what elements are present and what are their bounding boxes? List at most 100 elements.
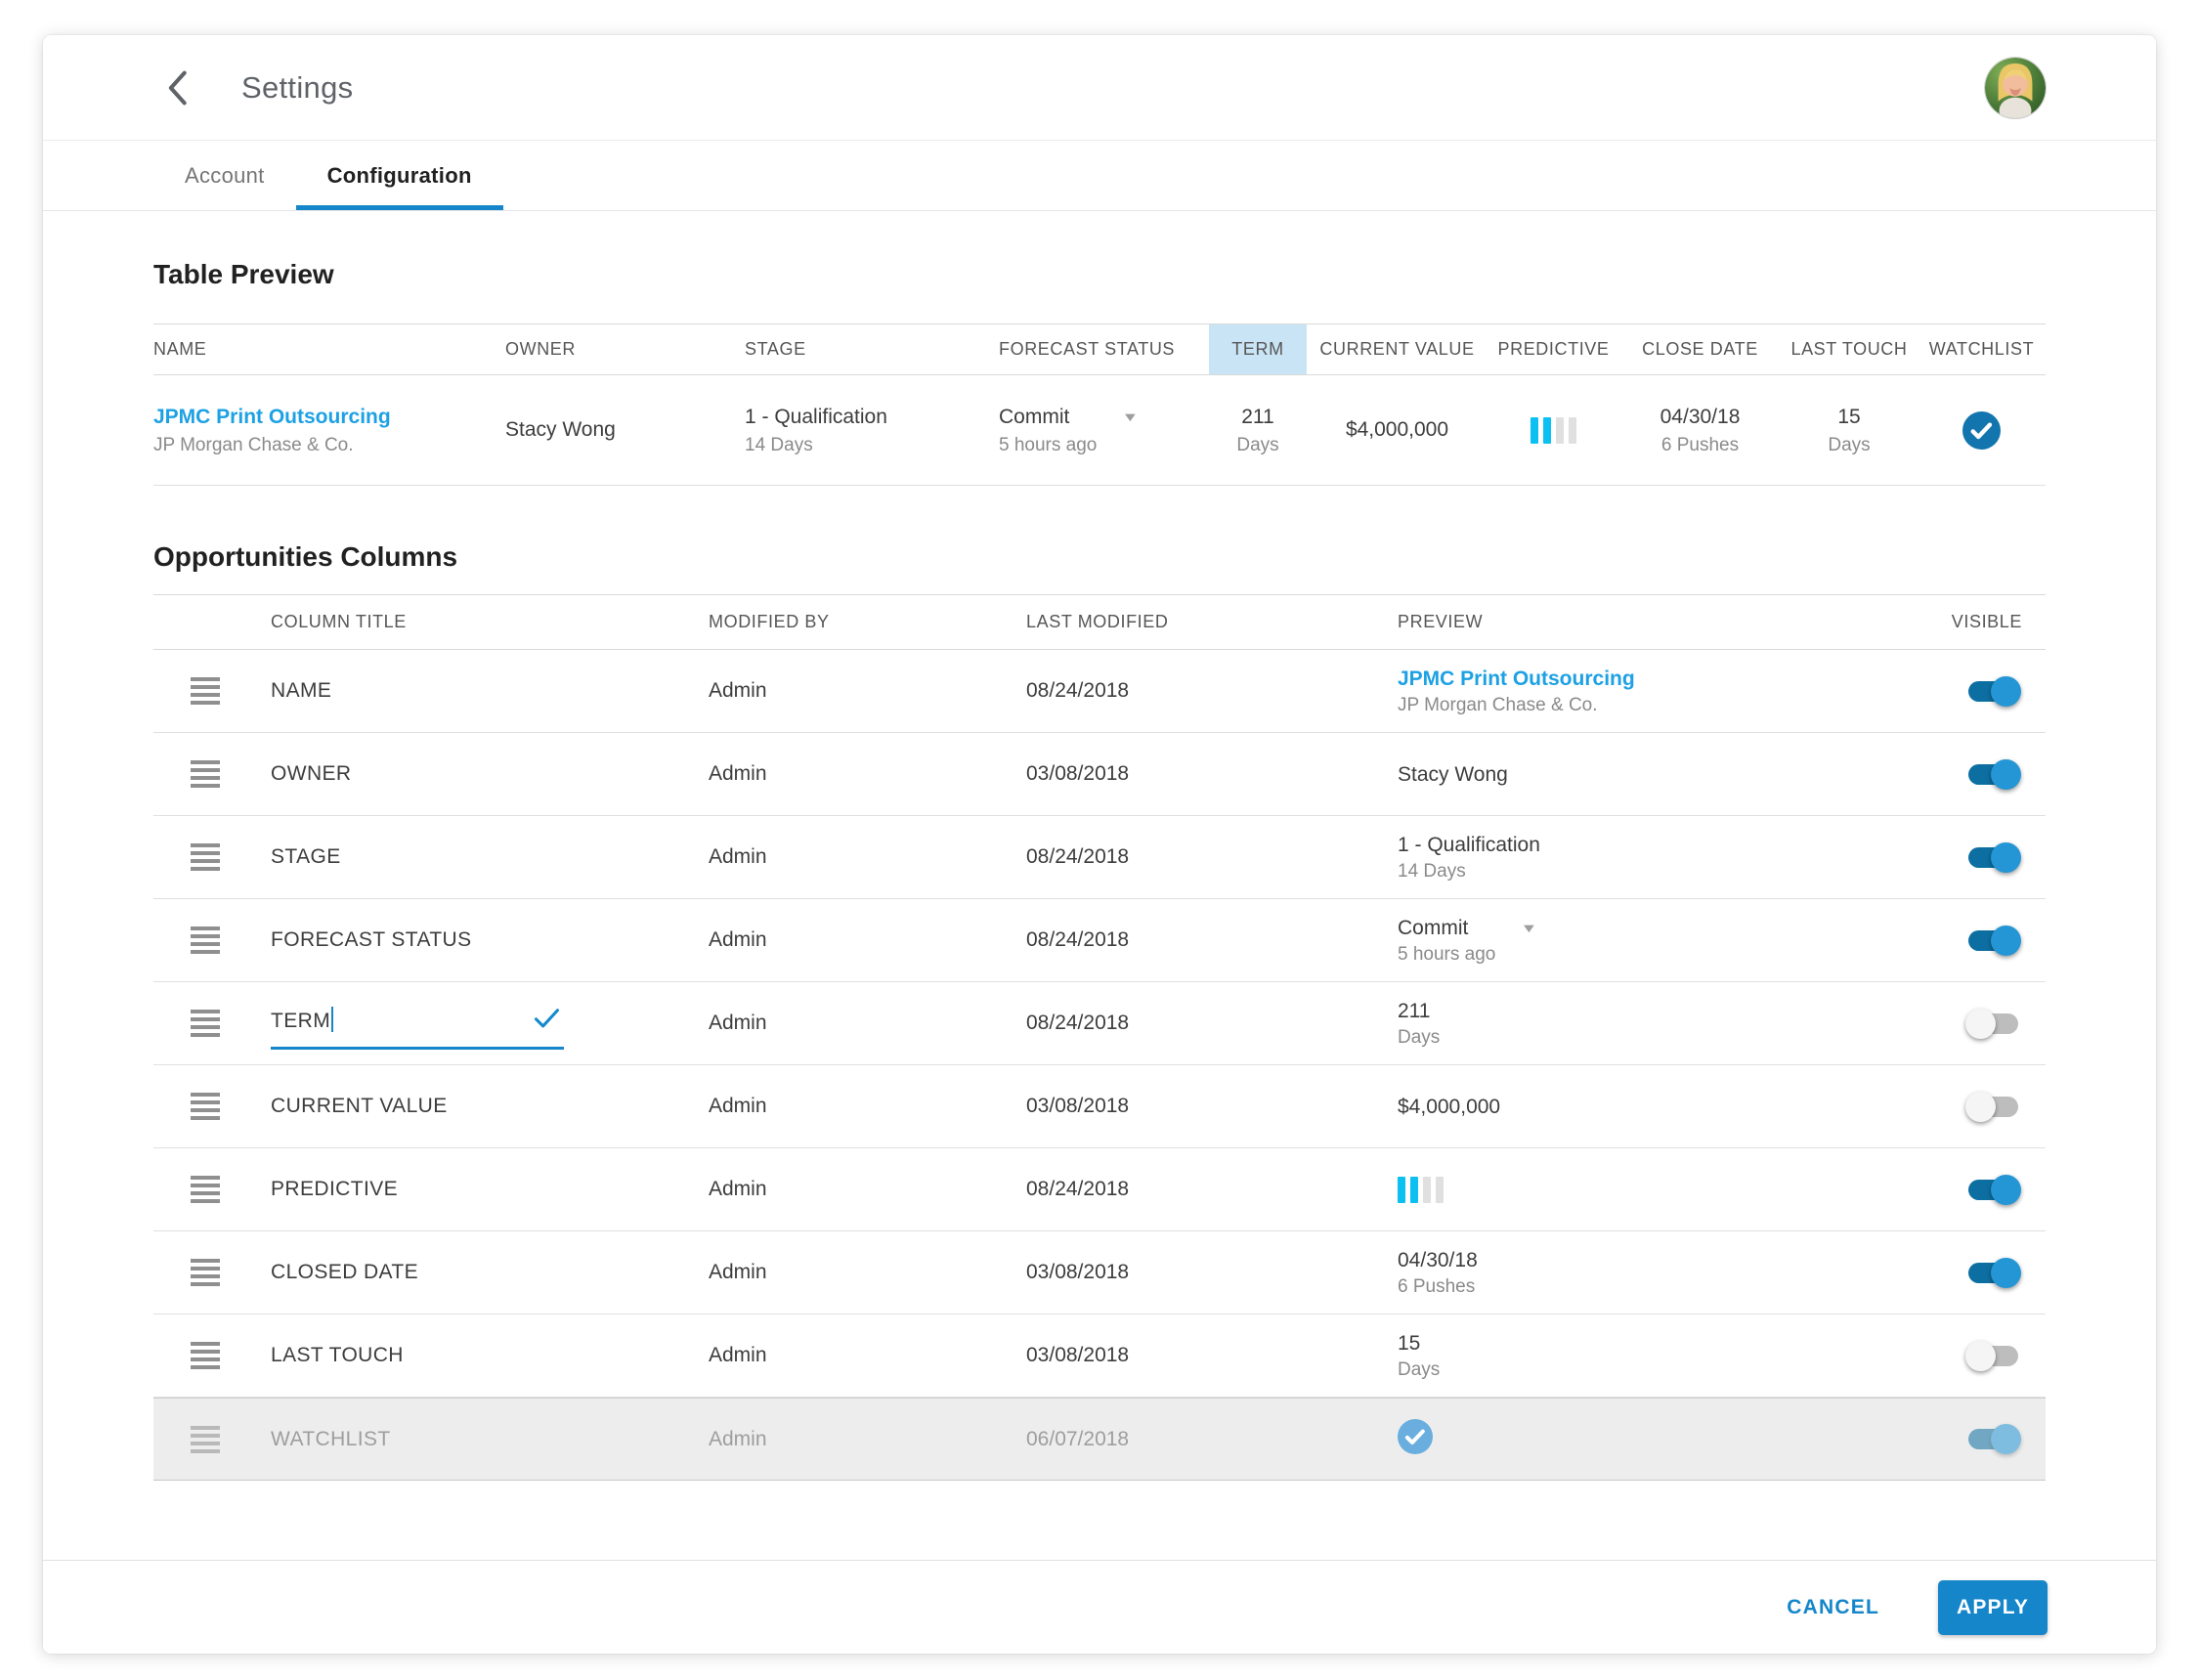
toggle-knob xyxy=(1991,1257,2021,1288)
modified-by: Admin xyxy=(709,845,767,868)
last-modified: 08/24/2018 xyxy=(1026,679,1130,702)
user-photo-icon xyxy=(1985,57,2046,118)
drag-handle-icon[interactable] xyxy=(191,1338,220,1373)
cell-owner: Stacy Wong xyxy=(505,418,616,441)
modified-by: Admin xyxy=(709,762,767,785)
tab-configuration[interactable]: Configuration xyxy=(295,141,503,210)
visibility-toggle[interactable] xyxy=(1965,1091,2018,1122)
preview-cell xyxy=(1398,1176,1906,1203)
back-button[interactable] xyxy=(155,66,198,109)
last-modified: 03/08/2018 xyxy=(1026,1095,1130,1117)
column-row-last-touch: LAST TOUCH LAST TOUCH Admin 03/08/2018 1… xyxy=(153,1314,2046,1398)
preview-sub: JP Morgan Chase & Co. xyxy=(1398,694,1598,715)
column-title-label: CURRENT VALUE xyxy=(271,1095,448,1117)
cancel-button[interactable]: CANCEL xyxy=(1781,1586,1885,1629)
chevron-left-icon xyxy=(168,70,187,105)
modified-by: Admin xyxy=(709,1178,767,1200)
drag-handle-icon[interactable] xyxy=(191,1422,220,1457)
cell-stage: 1 - Qualification 14 Days xyxy=(745,405,887,455)
table-preview-header-row: NAME OWNER STAGE FORECAST STATUS TERM CURRENT… xyxy=(153,323,2046,375)
column-row-forecast-status: FORECAST STATUS FORECAST STATUS Admin 08… xyxy=(153,899,2046,982)
drag-handle-icon[interactable] xyxy=(191,923,220,958)
toggle-knob xyxy=(1991,758,2021,790)
column-title-label: LAST TOUCH xyxy=(271,1344,404,1366)
preview-header-owner: OWNER xyxy=(505,339,576,359)
preview-header-term: TERM xyxy=(1209,324,1307,374)
visibility-toggle[interactable] xyxy=(1968,675,2021,707)
caret-down-icon[interactable]: ▼ xyxy=(1121,409,1140,424)
drag-handle-icon[interactable] xyxy=(191,756,220,792)
preview-link[interactable]: JPMC Print Outsourcing xyxy=(1398,667,1635,690)
drag-handle-icon[interactable] xyxy=(191,1089,220,1124)
opportunity-link[interactable]: JPMC Print Outsourcing xyxy=(153,405,391,428)
table-preview-data-row: JPMC Print Outsourcing JP Morgan Chase &… xyxy=(153,375,2046,486)
confirm-check-icon[interactable] xyxy=(532,1003,562,1033)
drag-handle-icon[interactable] xyxy=(191,1006,220,1041)
table-preview: NAME OWNER STAGE FORECAST STATUS TERM CURRENT… xyxy=(153,323,2046,486)
preview-cell: Stacy Wong xyxy=(1398,760,1906,789)
header-column-title: COLUMN TITLE xyxy=(271,612,407,631)
preview-header-last-touch: LAST TOUCH xyxy=(1790,339,1908,359)
column-row-owner: OWNER OWNER Admin 03/08/2018 Stacy Wong xyxy=(153,733,2046,816)
forecast-caret-icon[interactable]: ▼ xyxy=(1520,920,1538,935)
apply-button[interactable]: APPLY xyxy=(1938,1579,2048,1635)
predictive-bars-icon xyxy=(1531,416,1576,444)
configuration-content: Table Preview NAME OWNER STAGE FORECAST STA… xyxy=(43,211,2156,1481)
company-name: JP Morgan Chase & Co. xyxy=(153,434,354,455)
last-modified: 03/08/2018 xyxy=(1026,1261,1130,1283)
avatar[interactable] xyxy=(1985,57,2046,118)
last-modified: 03/08/2018 xyxy=(1026,1344,1130,1366)
modified-by: Admin xyxy=(709,1427,767,1450)
drag-handle-icon[interactable] xyxy=(191,1172,220,1207)
visibility-toggle[interactable] xyxy=(1968,1257,2021,1288)
toggle-knob xyxy=(1991,1424,2021,1454)
column-title-label: PREDICTIVE xyxy=(271,1178,399,1200)
preview-header-forecast-status: FORECAST STATUS xyxy=(999,339,1176,359)
column-row-watchlist: WATCHLIST WATCHLIST Admin 06/07/2018 xyxy=(153,1398,2046,1481)
last-modified: 08/24/2018 xyxy=(1026,845,1130,868)
visibility-toggle[interactable] xyxy=(1965,1340,2018,1371)
visibility-toggle[interactable] xyxy=(1968,1174,2021,1205)
visibility-toggle[interactable] xyxy=(1968,841,2021,873)
toggle-knob xyxy=(1991,841,2021,873)
columns-header-row: COLUMN TITLE MODIFIED BY LAST MODIFIED P… xyxy=(153,594,2046,650)
visibility-toggle[interactable] xyxy=(1965,1008,2018,1039)
column-title-label: STAGE xyxy=(271,845,341,868)
footer-actions: CANCEL APPLY xyxy=(43,1560,2156,1654)
column-row-current-value: CURRENT VALUE CURRENT VALUE Admin 03/08/… xyxy=(153,1065,2046,1148)
preview-main: Stacy Wong xyxy=(1398,762,1508,786)
cell-term: 211 Days xyxy=(1236,405,1279,455)
last-modified: 08/24/2018 xyxy=(1026,1178,1130,1200)
toggle-knob xyxy=(1991,1174,2021,1205)
drag-handle-icon[interactable] xyxy=(191,1255,220,1290)
header-preview: PREVIEW xyxy=(1398,612,1484,631)
tab-account[interactable]: Account xyxy=(185,162,265,188)
drag-handle-icon[interactable] xyxy=(191,840,220,875)
column-row-name: NAME NAME Admin 08/24/2018 JPMC Print Ou… xyxy=(153,650,2046,733)
column-title-input[interactable]: TERM xyxy=(271,1007,564,1050)
check-circle-icon xyxy=(1962,410,2001,450)
column-title-label: OWNER xyxy=(271,762,352,785)
preview-cell: Commit ▼ 5 hours ago xyxy=(1398,914,1906,968)
drag-handle-icon[interactable] xyxy=(191,673,220,709)
header-modified-by: MODIFIED BY xyxy=(709,612,830,631)
toggle-knob xyxy=(1991,925,2021,956)
preview-sub: 14 Days xyxy=(1398,860,1466,882)
visibility-toggle[interactable] xyxy=(1968,925,2021,956)
opportunities-columns-title: Opportunities Columns xyxy=(153,541,458,572)
cell-name: JPMC Print Outsourcing JP Morgan Chase &… xyxy=(153,375,505,485)
preview-cell: JPMC Print Outsourcing JP Morgan Chase & … xyxy=(1398,665,1906,718)
preview-sub: Days xyxy=(1398,1358,1441,1380)
preview-sub: Days xyxy=(1398,1026,1441,1048)
modified-by: Admin xyxy=(709,1344,767,1366)
tab-bar: Account Configuration xyxy=(43,141,2156,211)
visibility-toggle[interactable] xyxy=(1968,758,2021,790)
preview-cell xyxy=(1398,1419,1906,1459)
opportunities-columns-table: COLUMN TITLE MODIFIED BY LAST MODIFIED P… xyxy=(153,594,2046,1481)
modified-by: Admin xyxy=(709,1261,767,1283)
preview-cell: 211 Days xyxy=(1398,997,1906,1051)
visibility-toggle[interactable] xyxy=(1968,1424,2021,1454)
column-title-label: CLOSED DATE xyxy=(271,1261,419,1283)
cell-close-date: 04/30/18 6 Pushes xyxy=(1660,405,1741,455)
cell-current-value: $4,000,000 xyxy=(1345,418,1449,441)
